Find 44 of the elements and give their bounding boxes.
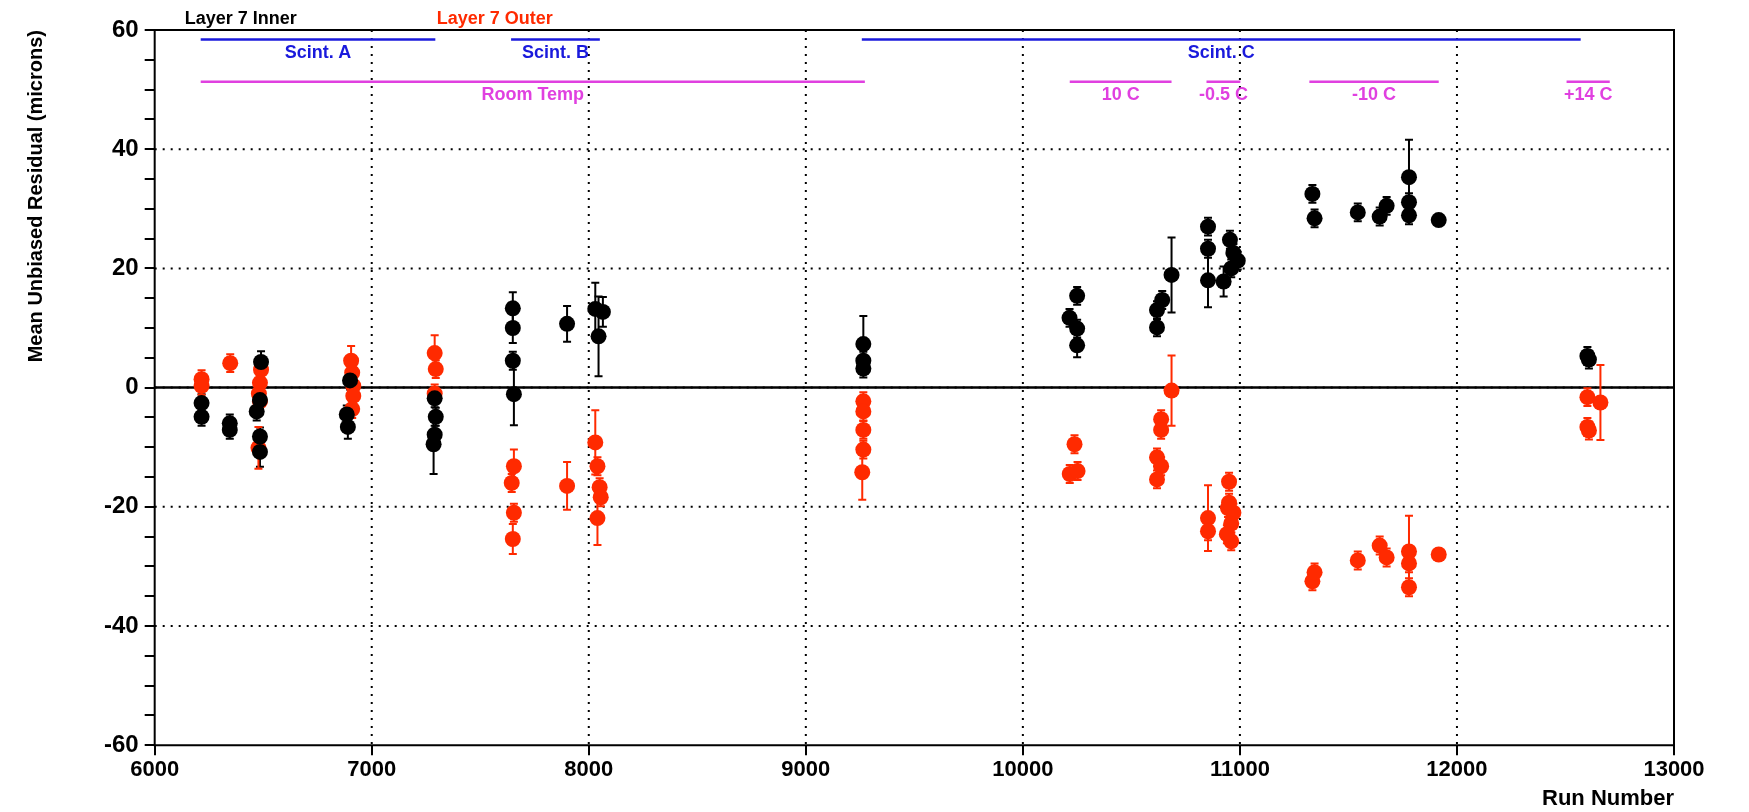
point [590, 328, 607, 345]
x-tick-label: 9000 [781, 756, 831, 782]
x-axis-title: Run Number [1542, 784, 1675, 810]
x-tick-label: 7000 [347, 756, 397, 782]
point [251, 443, 268, 460]
series-label: -10 C [1352, 83, 1397, 104]
y-tick-label: -40 [104, 610, 139, 638]
series-label: -0.5 C [1198, 83, 1248, 104]
x-tick-label: 10000 [992, 756, 1054, 782]
legend-label: Layer 7 Inner [184, 7, 297, 28]
x-tick-label: 11000 [1209, 756, 1270, 782]
y-tick-label: -20 [104, 491, 139, 519]
x-tick-label: 12000 [1426, 756, 1488, 782]
point [1069, 337, 1086, 354]
point [559, 315, 576, 332]
x-tick-label: 8000 [564, 756, 614, 782]
point [594, 303, 611, 320]
point [425, 436, 442, 453]
point [1400, 169, 1417, 186]
series-label: Room Temp [481, 83, 585, 104]
series-label: Scint. B [521, 41, 589, 62]
y-axis-title: Mean Unbiased Residual (microns) [23, 30, 46, 363]
point [855, 336, 872, 353]
point [504, 300, 521, 317]
y-tick-label: 20 [111, 253, 139, 281]
point [253, 353, 270, 370]
text: Layer 7 Outer [436, 7, 553, 28]
point [1200, 272, 1217, 289]
point [1215, 273, 1232, 290]
y-tick-label: 60 [111, 14, 139, 42]
x-tick-label: 6000 [130, 756, 180, 782]
point [504, 320, 521, 336]
point [339, 418, 356, 435]
y-tick-label: 0 [125, 372, 139, 400]
point [1163, 266, 1180, 283]
x-tick-label: 13000 [1643, 756, 1705, 782]
series-label: Scint. A [284, 41, 352, 62]
y-tick-label: -60 [104, 729, 139, 757]
series-label: +14 C [1563, 83, 1613, 104]
y-tick-label: 40 [111, 133, 139, 161]
point [505, 386, 522, 403]
point [1430, 212, 1447, 229]
series-label: Scint. C [1187, 41, 1255, 62]
series-label: 10 C [1101, 83, 1140, 104]
